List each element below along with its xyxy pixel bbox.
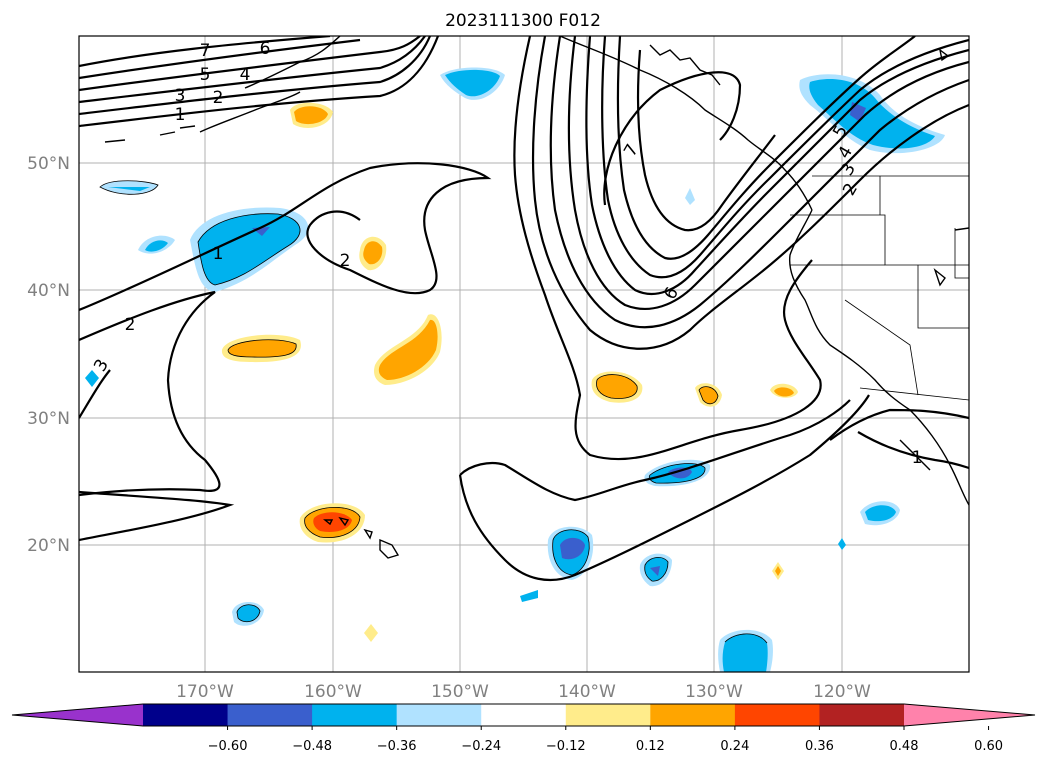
colorbar: −0.60 −0.48 −0.36 −0.24 −0.12 0.12 0.24 0.36 0.4… — [11, 703, 1036, 754]
colorbar-segment — [396, 704, 482, 726]
colorbar-segment — [734, 704, 820, 726]
thick-contours — [79, 36, 969, 582]
colorbar-tick-label: 0.48 — [890, 739, 919, 754]
contour-labels: 7 6 5 4 3 2 1 2 1 2 3 7 6 5 4 3 2 1 — [90, 39, 922, 468]
contour-label: 5 — [200, 65, 211, 85]
map-frame — [78, 35, 970, 673]
colorbar-tick-label: 0.36 — [805, 739, 834, 754]
contour-label: 7 — [200, 41, 211, 61]
lat-label: 20°N — [27, 536, 70, 556]
lat-label: 30°N — [27, 409, 70, 429]
contour-label: 2 — [125, 315, 136, 335]
colorbar-segment — [227, 704, 313, 726]
lon-label: 160°W — [304, 682, 362, 702]
contour-label: 4 — [240, 65, 251, 85]
thin-contours — [99, 180, 768, 644]
colorbar-tick-label: 0.12 — [636, 739, 665, 754]
contour-label: 3 — [175, 86, 186, 106]
contour-label: 1 — [175, 105, 186, 125]
longitude-labels: 170°W 160°W 150°W 140°W 130°W 120°W — [176, 682, 871, 702]
political-borders — [790, 175, 969, 401]
colorbar-tick-label: 0.60 — [974, 739, 1003, 754]
lon-label: 120°W — [813, 682, 871, 702]
colorbar-segment — [481, 704, 567, 726]
contour-label: 2 — [213, 88, 224, 108]
contour-label: 1 — [213, 244, 224, 264]
colorbar-tick-label: −0.60 — [208, 739, 248, 754]
contour-label: 1 — [912, 448, 923, 468]
colorbar-extension-low — [12, 704, 143, 726]
colorbar-extension-high — [904, 704, 1035, 726]
colorbar-segment — [565, 704, 651, 726]
colorbar-segment — [312, 704, 398, 726]
colorbar-tick-label: −0.36 — [377, 739, 417, 754]
latitude-labels: 50°N 40°N 30°N 20°N — [27, 154, 70, 556]
colorbar-tick-label: −0.48 — [292, 739, 332, 754]
colorbar-segment — [819, 704, 905, 726]
shaded-anomalies — [85, 67, 945, 672]
lat-label: 40°N — [27, 281, 70, 301]
lon-label: 130°W — [685, 682, 743, 702]
lon-label: 150°W — [431, 682, 489, 702]
lon-label: 170°W — [176, 682, 234, 702]
colorbar-tick-label: −0.24 — [461, 739, 501, 754]
colorbar-segment — [143, 704, 229, 726]
contour-label: 6 — [260, 39, 271, 59]
lat-label: 50°N — [27, 154, 70, 174]
lon-label: 140°W — [558, 682, 616, 702]
colorbar-tick-label: 0.24 — [720, 739, 749, 754]
colorbar-segment — [650, 704, 736, 726]
contour-label: 2 — [340, 251, 351, 271]
colorbar-outline — [11, 703, 1036, 727]
colorbar-tick-label: −0.12 — [546, 739, 586, 754]
figure-title: 2023111300 F012 — [445, 11, 601, 31]
